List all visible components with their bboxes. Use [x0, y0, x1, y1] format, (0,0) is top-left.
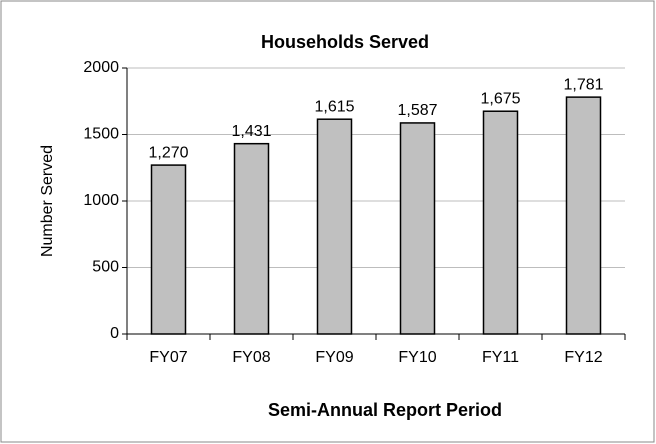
x-tick-label: FY08	[232, 349, 270, 366]
y-tick-label: 500	[92, 259, 119, 276]
bar	[565, 96, 602, 335]
y-tick-label: 1500	[83, 126, 119, 143]
y-tick-label: 2000	[83, 59, 119, 76]
value-label: 1,270	[148, 144, 188, 161]
value-label: 1,431	[231, 123, 271, 140]
x-tick-label: FY07	[149, 349, 187, 366]
bar	[316, 118, 353, 335]
value-label: 1,587	[397, 102, 437, 119]
y-tick-label: 0	[110, 325, 119, 342]
y-tick-label: 1000	[83, 192, 119, 209]
x-axis-title: Semi-Annual Report Period	[268, 400, 502, 420]
value-label: 1,615	[314, 98, 354, 115]
y-axis-title: Number Served	[39, 145, 56, 257]
bar	[150, 164, 187, 335]
value-label: 1,781	[563, 76, 603, 93]
x-tick-label: FY11	[482, 349, 519, 366]
chart-title: Households Served	[261, 32, 429, 52]
x-tick-label: FY09	[315, 349, 353, 366]
x-tick-label: FY10	[398, 349, 436, 366]
bar	[233, 142, 270, 335]
bar	[399, 122, 436, 335]
bar	[482, 110, 519, 335]
value-label: 1,675	[480, 90, 520, 107]
x-tick-label: FY12	[564, 349, 602, 366]
